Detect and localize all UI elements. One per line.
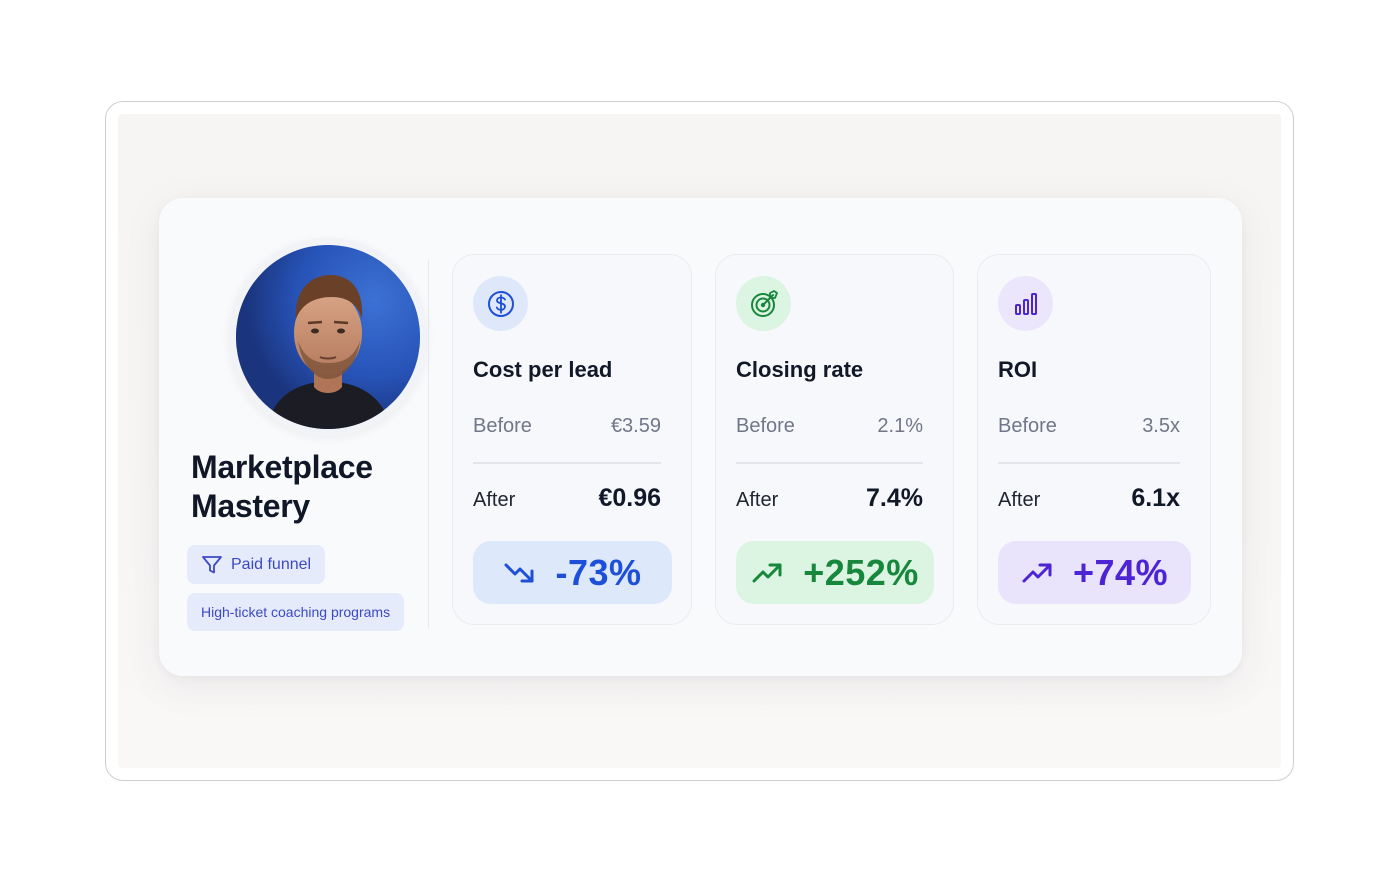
funnel-icon: [202, 555, 222, 573]
metric-before-row: Before €3.59: [473, 415, 661, 438]
metric-separator: [473, 462, 661, 464]
metric-title: ROI: [998, 357, 1038, 382]
change-badge: +252%: [736, 541, 934, 604]
change-badge: +74%: [998, 541, 1191, 604]
trend-down-icon: [504, 563, 534, 582]
client-profile: Marketplace Mastery Paid funnel High-tic…: [187, 238, 427, 638]
after-value: €0.96: [598, 484, 661, 512]
after-value: 6.1x: [1131, 484, 1180, 512]
before-label: Before: [736, 415, 795, 437]
metric-title: Closing rate: [736, 357, 864, 382]
change-badge: -73%: [473, 541, 672, 604]
metric-card-closing-rate: Closing rate Before 2.1% After 7.4% +252…: [715, 254, 954, 625]
before-value: 2.1%: [877, 415, 923, 437]
dollar-circle-icon: [473, 276, 528, 331]
metric-before-row: Before 3.5x: [998, 415, 1180, 438]
avatar-portrait: [236, 245, 420, 429]
trend-up-icon: [752, 563, 782, 582]
metric-title: Cost per lead: [473, 357, 613, 382]
metric-after-row: After €0.96: [473, 484, 661, 513]
bar-chart-icon: [998, 276, 1053, 331]
tag-niche: High-ticket coaching programs: [187, 593, 405, 631]
change-value: -73%: [555, 551, 642, 593]
metric-separator: [736, 462, 923, 464]
after-label: After: [736, 489, 779, 511]
metric-separator: [998, 462, 1180, 464]
change-value: +74%: [1072, 551, 1169, 593]
avatar-ring: [229, 238, 427, 436]
tag-niche-label: High-ticket coaching programs: [201, 604, 391, 620]
target-icon: [736, 276, 791, 331]
before-value: €3.59: [610, 415, 661, 437]
after-label: After: [473, 489, 516, 511]
client-name-line2: Mastery: [191, 488, 310, 524]
case-study-card: Marketplace Mastery Paid funnel High-tic…: [159, 198, 1242, 676]
metric-after-row: After 6.1x: [998, 484, 1180, 513]
avatar: [236, 245, 420, 429]
tag-paid-funnel-label: Paid funnel: [231, 555, 312, 573]
trend-up-icon: [1022, 563, 1052, 582]
tag-paid-funnel: Paid funnel: [187, 545, 326, 584]
after-label: After: [998, 489, 1041, 511]
metric-card-cost-per-lead: Cost per lead Before €3.59 After €0.96 -…: [452, 254, 692, 625]
before-label: Before: [998, 415, 1057, 437]
before-label: Before: [473, 415, 532, 437]
change-value: +252%: [803, 551, 919, 593]
client-name-line1: Marketplace: [191, 449, 373, 485]
metric-before-row: Before 2.1%: [736, 415, 923, 438]
metric-after-row: After 7.4%: [736, 484, 923, 513]
metric-card-roi: ROI Before 3.5x After 6.1x +74%: [977, 254, 1211, 625]
client-name: Marketplace Mastery: [191, 448, 431, 526]
profile-divider: [428, 260, 429, 628]
before-value: 3.5x: [1142, 415, 1180, 437]
after-value: 7.4%: [866, 484, 923, 512]
